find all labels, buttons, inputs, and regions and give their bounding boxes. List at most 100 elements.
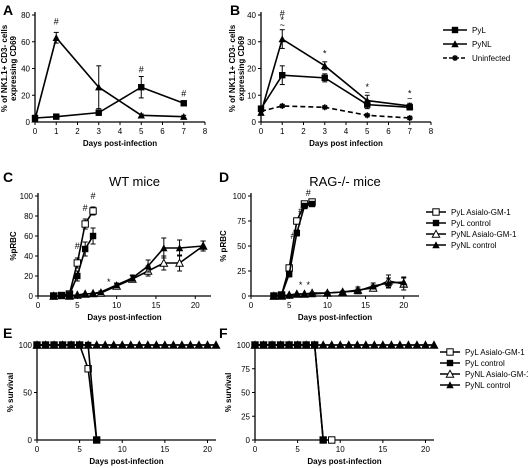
panel-f-legend-pyl-asialo-gm-1-label: PyL Asialo-GM-1 (465, 348, 525, 357)
panel-b-series-uninfected-point (258, 108, 264, 115)
panel-b-legend-pynl-label: PyNL (472, 40, 492, 49)
panel-f-series-pynl-control-point (404, 341, 413, 349)
panel-f-legend-pynl-control-marker (446, 381, 454, 389)
panel-f-legend-pyl-control-label: PyL control (465, 359, 505, 368)
panel-d-letter: D (219, 169, 229, 185)
panel-b-series-uninfected-point (321, 104, 328, 111)
panel-f-ylabel: % survival (224, 373, 233, 413)
panel-a-ytick-label: 80 (21, 11, 30, 20)
panel-b-legend-uninfected-marker (452, 55, 458, 61)
panel-c-series-pynl-control-point (89, 289, 97, 297)
panel-e-series-pynl-control-point (84, 341, 92, 349)
panel-f-series-pynl-control-point (396, 341, 404, 349)
panel-b-series-pyl-point (321, 74, 328, 82)
panel-c-series-pyl-control-point (89, 232, 97, 240)
panel-e-series-pyl-control-line (37, 344, 98, 441)
panel-e-ytick-label: 0 (28, 436, 33, 445)
panel-a-xtick-label: 6 (160, 127, 165, 136)
panel-d-ytick-label: 0 (242, 292, 247, 301)
panel-d-series-pynl-control-point (400, 278, 408, 286)
panel-d-series-pynl-control-point (323, 289, 332, 297)
panel-b-ytick-label: 20 (247, 65, 256, 74)
panel-e-xtick-label: 20 (203, 445, 212, 454)
panel-e-series-pynl-control-point (169, 341, 178, 349)
panel-d-series-pynl-control-point (277, 292, 286, 300)
panel-b-series-uninfected-point (279, 102, 286, 109)
panel-d-annotation: # (290, 231, 295, 241)
panel-a-xtick-label: 7 (182, 127, 187, 136)
panel-c-series-pynl-control-point (97, 288, 105, 296)
panel-f-series-pynl-control-point (276, 341, 285, 349)
panel-d-xtick-label: 10 (323, 301, 332, 310)
panel-c-series-pyl-asialo-gm-1-point (81, 220, 89, 228)
panel-d-series-pyl-control-point (285, 270, 293, 278)
panel-f-legend-pynl-control-label: PyNL control (465, 381, 511, 390)
panel-b-series-pynl-point (363, 96, 371, 104)
panel-b-series-uninfected-point (364, 112, 371, 119)
panel-c-ytick-label: 80 (24, 212, 33, 221)
panel-c-xtick-label: 0 (36, 301, 41, 310)
panel-c-series-pynl-control-point (112, 281, 121, 289)
panel-b-letter: B (230, 2, 240, 18)
panel-d-legend-pynl-asialo-gm-1-label: PyNL Asialo-GM-1 (451, 230, 517, 239)
panel-a-ylabel: % of NK1.1+ CD3- cellsexpressing CD69 (0, 24, 18, 112)
panel-a-series-pynl-point (95, 83, 103, 91)
panel-d-series-pynl-control-line (273, 281, 404, 297)
panel-f-series-pynl-control-point (328, 341, 336, 349)
panel-f-series-pynl-control-point (293, 341, 302, 349)
panel-b-xtick-label: 1 (280, 127, 285, 136)
panel-d-ylabel: % pRBC (219, 230, 228, 262)
panel-f-letter: F (219, 325, 228, 341)
panel-c-series-pynl-asialo-gm-1-point (159, 258, 169, 267)
panel-c-ytick-label: 20 (24, 272, 33, 281)
panel-d-series-pynl-control-point (308, 290, 316, 298)
panel-f-series-pynl-control-point (336, 341, 344, 349)
panel-a-letter: A (3, 2, 13, 18)
panel-d-ytick-label: 50 (237, 242, 246, 251)
panel-f-xtick-label: 5 (295, 445, 300, 454)
panel-e-series-pynl-control-point (92, 341, 101, 349)
panel-d-annotation: # (306, 188, 311, 198)
panel-c-ytick-label: 40 (24, 252, 33, 261)
panel-e-series-pynl-control-point (127, 341, 135, 349)
panel-d-annotation: # (298, 206, 303, 216)
panel-e-series-pynl-control-point (58, 341, 67, 349)
panel-d-title: RAG-/- mice (309, 174, 381, 189)
panel-e-series-pynl-control-point (178, 341, 186, 349)
panel-c-series-pynl-asialo-gm-1-point (175, 258, 185, 267)
panel-d-series-pynl-control-point (300, 290, 309, 298)
panel-f-ytick-label: 100 (237, 341, 251, 350)
panel-f-series-pynl-control-point (285, 341, 293, 349)
panel-c-annotation: # (75, 241, 80, 251)
panel-e-series-pynl-control-point (203, 341, 212, 349)
panel-a-series-pynl-point (137, 111, 145, 119)
panel-e-series-pynl-control-point (161, 341, 169, 349)
panel-a-series-pynl-point (52, 34, 60, 41)
panel-c-series-pynl-control-point (175, 244, 184, 252)
panel-e-xtick-label: 0 (35, 445, 40, 454)
panel-e-series-pyl-control-point (93, 436, 100, 444)
panel-c-xlabel: Days post-infection (87, 313, 161, 322)
panel-f-series-pynl-control-point (345, 341, 353, 349)
panel-c-series-pynl-control-point (128, 274, 137, 282)
panel-d-series-pynl-control-point (270, 292, 278, 300)
panel-a-series-pynl-point (180, 112, 188, 120)
panel-c-series-pynl-control-point (50, 292, 58, 300)
panel-c-xtick-label: 20 (191, 301, 200, 310)
panel-a-xtick-label: 1 (54, 127, 59, 136)
panel-d-series-pynl-control-point (338, 288, 347, 296)
panel-f-legend-pynl-asialo-gm-1-label: PyNL Asialo-GM-1 (465, 370, 528, 379)
panel-e-series-pynl-control-point (67, 341, 75, 349)
panel-f-ytick-label: 0 (246, 436, 251, 445)
panel-e-series-pynl-control-point (118, 341, 126, 349)
panel-c-title: WT mice (109, 174, 160, 189)
panel-e-series-pynl-control-point (152, 341, 161, 349)
panel-f-series-pynl-control-point (370, 341, 379, 349)
panel-b-ytick-label: 10 (247, 91, 256, 100)
panel-d-legend-pynl-asialo-gm-1-marker (431, 229, 441, 238)
panel-b-annotation: # (280, 8, 285, 18)
panel-f-series-pyl-asialo-gm-1-point (328, 436, 336, 444)
panel-a-series-pyl-point (180, 100, 187, 107)
panel-c-xtick-label: 5 (75, 301, 80, 310)
